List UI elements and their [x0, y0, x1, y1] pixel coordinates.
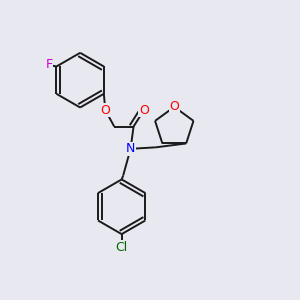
Text: F: F	[46, 58, 52, 71]
Text: N: N	[126, 142, 135, 155]
Text: O: O	[139, 104, 149, 117]
Text: O: O	[169, 100, 179, 113]
Text: O: O	[100, 104, 110, 117]
Text: Cl: Cl	[116, 241, 128, 254]
